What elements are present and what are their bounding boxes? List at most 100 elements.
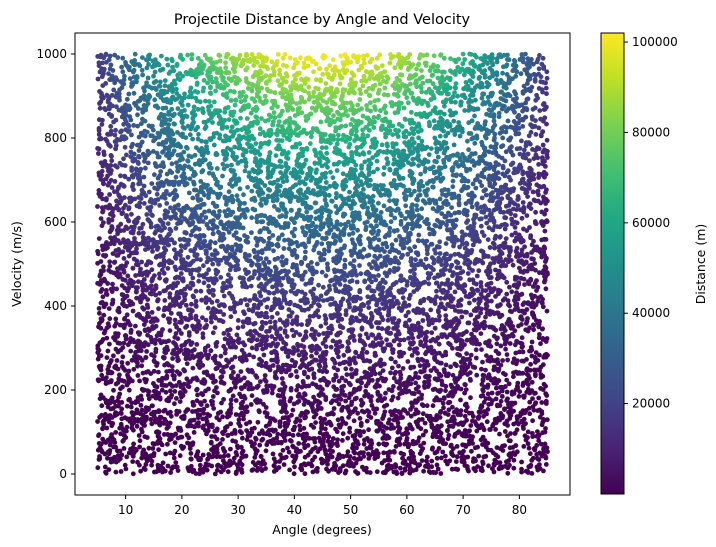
scatter-point: [326, 248, 332, 254]
scatter-point: [536, 438, 542, 444]
scatter-point: [453, 110, 459, 116]
scatter-point: [378, 357, 384, 363]
scatter-point: [336, 354, 341, 360]
scatter-point: [323, 81, 329, 86]
scatter-point: [202, 348, 208, 354]
scatter-point: [429, 330, 435, 336]
scatter-point: [163, 288, 168, 293]
scatter-point: [423, 256, 429, 262]
scatter-point: [254, 337, 260, 343]
scatter-point: [542, 228, 548, 234]
scatter-point: [318, 415, 323, 421]
scatter-point: [518, 314, 524, 319]
scatter-point: [537, 108, 543, 113]
scatter-point: [408, 274, 413, 280]
scatter-point: [505, 118, 511, 124]
scatter-point: [129, 211, 134, 217]
scatter-point: [403, 203, 409, 209]
scatter-point: [365, 133, 371, 139]
scatter-point: [503, 203, 509, 209]
scatter-point: [166, 338, 172, 344]
scatter-point: [443, 313, 449, 318]
scatter-point: [369, 403, 375, 408]
scatter-point: [122, 73, 127, 79]
scatter-point: [502, 215, 508, 220]
scatter-point: [331, 113, 336, 119]
scatter-point: [393, 237, 399, 243]
scatter-point: [294, 255, 300, 260]
scatter-point: [492, 245, 497, 251]
scatter-point: [278, 326, 283, 331]
scatter-point: [348, 122, 354, 127]
scatter-point: [264, 79, 269, 85]
scatter-point: [536, 457, 542, 462]
scatter-point: [405, 55, 410, 61]
scatter-point: [314, 398, 320, 404]
scatter-point: [160, 105, 166, 111]
scatter-point: [323, 344, 329, 349]
scatter-point: [326, 468, 331, 474]
scatter-point: [389, 242, 395, 248]
scatter-point: [439, 262, 445, 268]
scatter-point: [543, 391, 549, 396]
scatter-point: [136, 148, 142, 153]
scatter-point: [196, 131, 201, 137]
scatter-point: [435, 388, 441, 394]
scatter-point: [327, 122, 333, 128]
scatter-point: [306, 84, 312, 90]
scatter-point: [249, 88, 255, 94]
scatter-point: [317, 393, 322, 398]
scatter-point: [267, 150, 273, 155]
scatter-point: [108, 143, 113, 149]
scatter-point: [420, 411, 426, 417]
scatter-point: [221, 293, 227, 299]
scatter-point: [536, 171, 542, 177]
scatter-point: [360, 346, 366, 352]
scatter-point: [342, 243, 347, 249]
scatter-point: [121, 205, 126, 211]
scatter-point: [379, 63, 385, 68]
scatter-point: [301, 349, 307, 354]
scatter-point: [475, 464, 480, 469]
scatter-point: [318, 293, 324, 299]
scatter-point: [428, 146, 434, 152]
scatter-point: [388, 370, 393, 376]
scatter-point: [506, 137, 511, 143]
scatter-point: [417, 53, 423, 59]
scatter-point: [506, 253, 512, 259]
scatter-point: [244, 302, 250, 308]
scatter-point: [117, 391, 123, 397]
scatter-point: [335, 443, 340, 449]
scatter-point: [441, 160, 447, 166]
scatter-point: [172, 389, 178, 394]
scatter-point: [280, 275, 286, 281]
scatter-point: [206, 99, 212, 104]
scatter-point: [237, 52, 243, 58]
scatter-point: [183, 113, 189, 119]
scatter-point: [281, 462, 287, 467]
scatter-point: [275, 431, 281, 437]
scatter-point: [260, 219, 266, 225]
scatter-point: [351, 456, 357, 461]
scatter-point: [247, 298, 253, 303]
scatter-point: [123, 225, 129, 231]
scatter-point: [429, 458, 435, 464]
scatter-point: [114, 104, 119, 110]
scatter-point: [412, 244, 418, 250]
scatter-point: [374, 469, 380, 475]
scatter-point: [393, 80, 398, 85]
scatter-point: [128, 404, 134, 410]
scatter-point: [366, 150, 372, 155]
scatter-point: [107, 341, 112, 347]
scatter-point: [135, 373, 141, 378]
scatter-point: [197, 462, 203, 468]
scatter-point: [243, 163, 249, 169]
scatter-point: [129, 168, 135, 173]
scatter-point: [448, 364, 453, 370]
scatter-point: [514, 290, 519, 295]
scatter-point: [185, 219, 191, 225]
scatter-point: [384, 425, 390, 431]
scatter-point: [389, 365, 395, 371]
scatter-point: [499, 196, 505, 202]
scatter-point: [445, 419, 451, 425]
